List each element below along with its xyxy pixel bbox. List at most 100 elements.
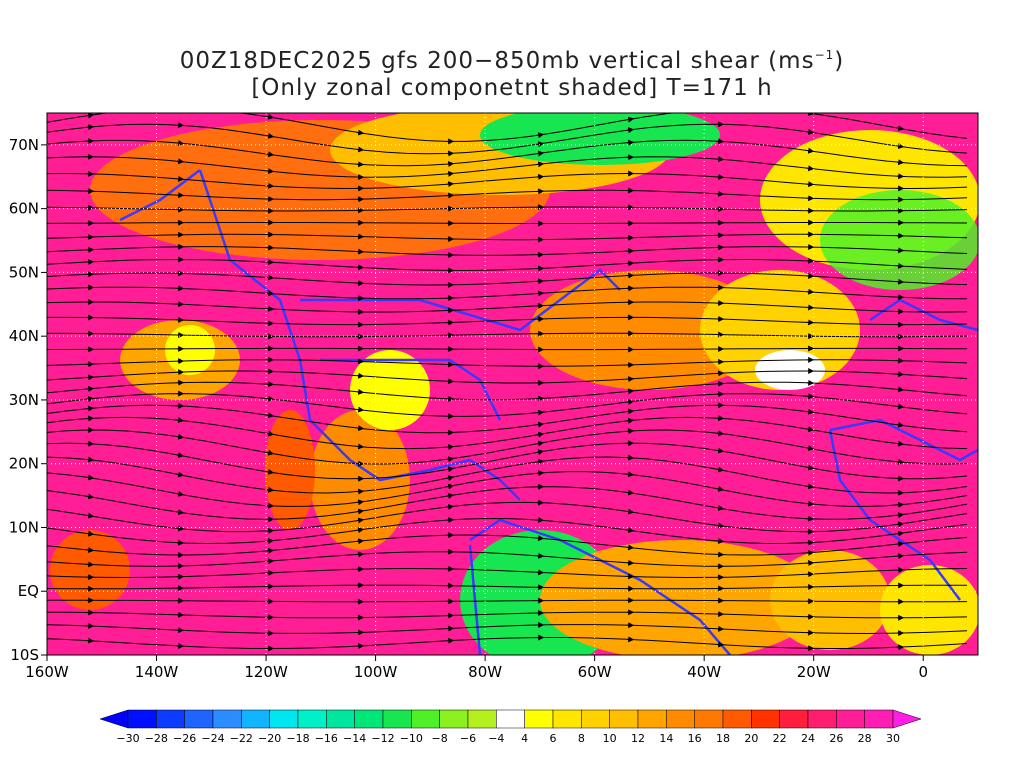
lon-label: 0 <box>918 663 928 681</box>
streamline-arrow <box>896 530 905 537</box>
colorbar-swatch <box>326 709 355 729</box>
colorbar-label: −10 <box>400 732 423 745</box>
streamline-arrow <box>176 525 185 532</box>
streamline-arrow <box>626 471 635 478</box>
streamline-arrow <box>806 408 815 415</box>
colorbar-swatch <box>467 709 497 729</box>
streamline-arrow <box>896 458 905 465</box>
streamline-arrow <box>266 113 275 120</box>
streamline-arrow <box>896 386 905 393</box>
lon-label: 60W <box>578 663 612 681</box>
colorbar-swatch <box>156 709 185 729</box>
streamline-arrow <box>86 385 95 392</box>
colorbar-label: 12 <box>631 732 645 745</box>
streamline-arrow <box>176 140 185 147</box>
colorbar-swatch <box>439 709 469 729</box>
colorbar-swatch <box>382 709 412 729</box>
colorbar-label: −24 <box>201 732 224 745</box>
colorbar-label: 16 <box>688 732 702 745</box>
lon-label: 100W <box>354 663 398 681</box>
streamline-arrow <box>266 132 275 139</box>
streamline-arrow <box>356 499 365 506</box>
streamline-arrow <box>86 456 95 463</box>
streamline-arrow <box>356 146 365 153</box>
streamline-arrow <box>896 541 905 547</box>
colorbar-label: −12 <box>371 732 394 745</box>
streamline-arrow <box>356 517 365 524</box>
streamline-arrow <box>176 490 185 497</box>
lon-label: 160W <box>25 663 69 681</box>
colorbar-label: −6 <box>460 732 476 745</box>
streamline-arrow <box>716 447 725 454</box>
lon-label: 140W <box>135 663 179 681</box>
colorbar-swatch <box>212 709 242 729</box>
colorbar-label: 26 <box>829 732 843 745</box>
streamline-arrow <box>266 412 275 419</box>
colorbar-swatch <box>496 709 525 729</box>
latitude-labels: 70N 60N 50N 40N 30N 20N 10N EQ 10S <box>9 136 47 664</box>
colorbar-swatch <box>751 709 780 729</box>
streamline-arrow <box>446 483 455 490</box>
streamline-arrow <box>356 443 365 450</box>
streamline-arrow <box>626 527 635 534</box>
lon-label: 40W <box>687 663 721 681</box>
streamline-arrow <box>626 398 635 405</box>
streamline-arrow <box>266 151 275 158</box>
streamline-arrow <box>176 417 185 424</box>
colorbar-label: 14 <box>659 732 673 745</box>
streamline-arrow <box>896 440 905 447</box>
streamline-arrow <box>266 449 275 456</box>
colorbar-label: −22 <box>230 732 253 745</box>
colorbar-swatch <box>779 709 809 729</box>
streamline-arrow <box>266 538 275 545</box>
streamline-arrow <box>86 547 95 554</box>
streamline-arrow <box>536 409 545 416</box>
lat-label: 30N <box>9 391 39 409</box>
colorbar-label: −14 <box>343 732 366 745</box>
colorbar: −30 −28 −26 −24 −22 −20 −18 −16 −14 −12 −10 −8 −6 −4 4… <box>99 709 922 745</box>
colorbar-swatch <box>269 709 299 729</box>
streamline-arrow <box>806 483 815 490</box>
streamline-arrow <box>536 132 545 139</box>
streamline-arrow <box>626 508 635 515</box>
colorbar-label: 28 <box>858 732 872 745</box>
colorbar-label: −4 <box>488 732 504 745</box>
streamline-arrow <box>266 486 275 493</box>
streamline-arrow <box>896 521 905 528</box>
streamline-arrow <box>716 505 725 511</box>
colorbar-swatch <box>241 709 270 729</box>
lat-label: 20N <box>9 455 39 473</box>
lon-label: 20W <box>797 663 831 681</box>
streamline-arrow <box>806 426 815 433</box>
streamline-arrow <box>896 125 905 132</box>
colorbar-label: −30 <box>116 732 139 745</box>
colorbar-label: 10 <box>603 732 617 745</box>
colorbar-label: 22 <box>773 732 787 745</box>
streamline-arrow <box>716 522 725 529</box>
colorbar-label: 6 <box>550 732 557 745</box>
streamline-arrow <box>536 431 545 438</box>
streamline-arrow <box>806 500 815 507</box>
streamline-arrow <box>806 445 815 452</box>
streamline-arrow <box>626 408 635 415</box>
colorbar-swatch <box>411 709 440 729</box>
colorbar-swatch <box>836 709 865 729</box>
streamline-arrow <box>806 165 815 172</box>
streamline-arrow <box>176 433 185 440</box>
streamline-arrow <box>896 512 905 519</box>
streamline-arrow <box>86 124 95 131</box>
coastlines <box>119 169 978 655</box>
lat-label: 70N <box>9 136 39 154</box>
colorbar-label: 30 <box>886 732 900 745</box>
streamline-arrow <box>176 158 185 165</box>
streamline-arrow <box>806 128 815 135</box>
streamline-arrow <box>86 113 95 119</box>
streamline-arrow <box>626 388 635 395</box>
streamline-arrow <box>896 159 905 166</box>
streamline-arrow <box>86 493 95 500</box>
streamline-arrow <box>86 396 95 402</box>
colorbar-swatch <box>184 709 214 729</box>
streamline-arrow <box>86 474 95 481</box>
streamline-arrow <box>446 170 455 177</box>
lon-label: 120W <box>244 663 288 681</box>
